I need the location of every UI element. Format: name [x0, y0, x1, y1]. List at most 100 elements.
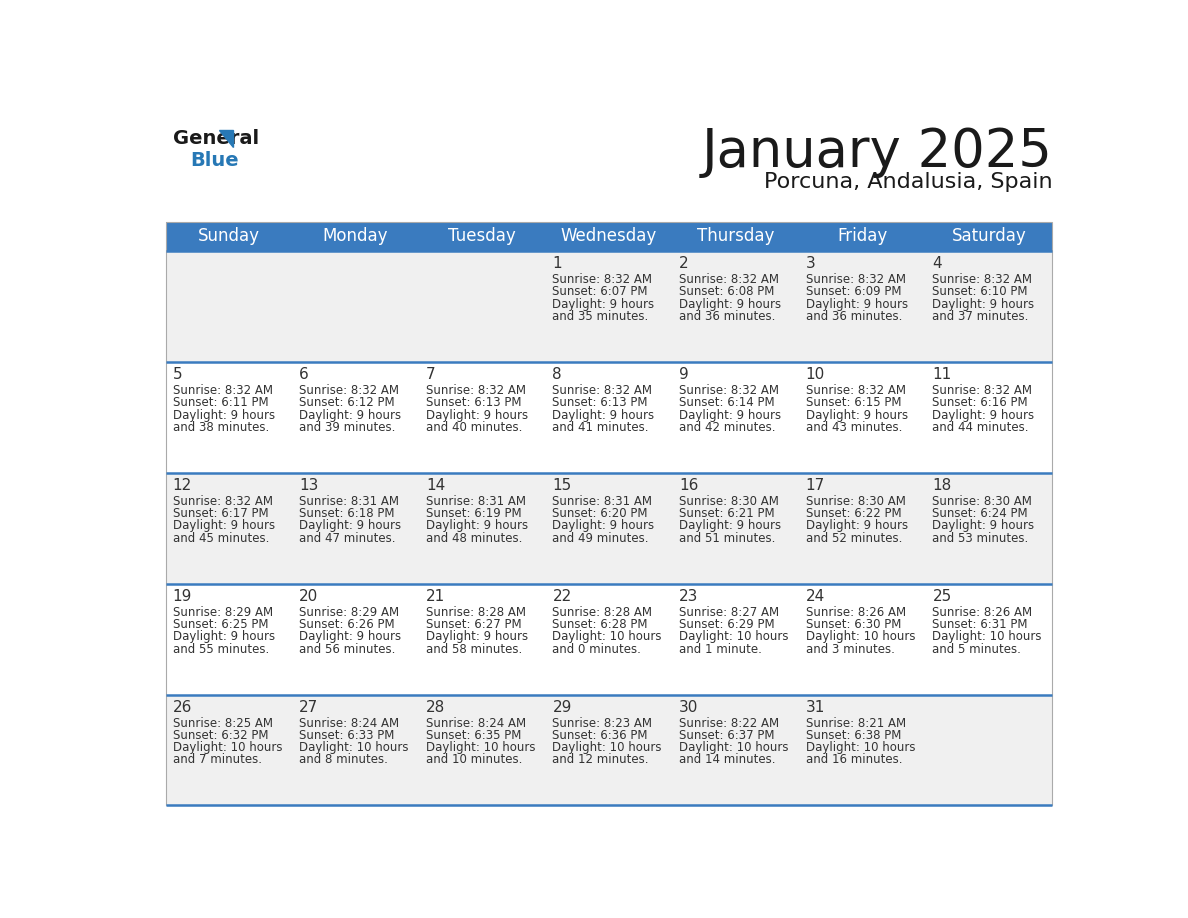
Text: and 36 minutes.: and 36 minutes. [680, 310, 776, 323]
Text: Daylight: 9 hours: Daylight: 9 hours [425, 631, 527, 644]
Text: Daylight: 9 hours: Daylight: 9 hours [552, 520, 655, 532]
Text: 10: 10 [805, 367, 824, 382]
Text: 6: 6 [299, 367, 309, 382]
Text: 28: 28 [425, 700, 446, 715]
Text: and 51 minutes.: and 51 minutes. [680, 532, 776, 544]
Text: Sunrise: 8:32 AM: Sunrise: 8:32 AM [299, 384, 399, 397]
Text: and 3 minutes.: and 3 minutes. [805, 643, 895, 655]
Text: 5: 5 [172, 367, 182, 382]
Text: and 7 minutes.: and 7 minutes. [172, 754, 261, 767]
Text: Daylight: 10 hours: Daylight: 10 hours [425, 741, 536, 755]
Text: Sunrise: 8:32 AM: Sunrise: 8:32 AM [680, 384, 779, 397]
Text: Sunrise: 8:30 AM: Sunrise: 8:30 AM [933, 495, 1032, 508]
Text: Sunset: 6:16 PM: Sunset: 6:16 PM [933, 397, 1028, 409]
Text: Daylight: 9 hours: Daylight: 9 hours [299, 631, 402, 644]
Text: Daylight: 10 hours: Daylight: 10 hours [552, 741, 662, 755]
Bar [165, 695, 1053, 805]
Text: Sunrise: 8:32 AM: Sunrise: 8:32 AM [552, 384, 652, 397]
Text: 22: 22 [552, 589, 571, 604]
Text: 7: 7 [425, 367, 436, 382]
Text: Sunrise: 8:27 AM: Sunrise: 8:27 AM [680, 606, 779, 619]
Text: Sunset: 6:17 PM: Sunset: 6:17 PM [172, 507, 268, 521]
Text: 30: 30 [680, 700, 699, 715]
Bar [165, 584, 1053, 695]
Text: 27: 27 [299, 700, 318, 715]
Text: Daylight: 10 hours: Daylight: 10 hours [172, 741, 282, 755]
Text: Sunset: 6:26 PM: Sunset: 6:26 PM [299, 618, 394, 631]
Text: 24: 24 [805, 589, 824, 604]
Text: and 0 minutes.: and 0 minutes. [552, 643, 642, 655]
Text: Sunset: 6:21 PM: Sunset: 6:21 PM [680, 507, 775, 521]
Text: Sunrise: 8:24 AM: Sunrise: 8:24 AM [299, 717, 399, 730]
Text: and 16 minutes.: and 16 minutes. [805, 754, 903, 767]
Text: Daylight: 10 hours: Daylight: 10 hours [299, 741, 409, 755]
Text: Sunrise: 8:30 AM: Sunrise: 8:30 AM [680, 495, 779, 508]
Text: and 44 minutes.: and 44 minutes. [933, 420, 1029, 434]
Text: Sunset: 6:13 PM: Sunset: 6:13 PM [425, 397, 522, 409]
Text: Daylight: 9 hours: Daylight: 9 hours [805, 409, 908, 421]
Text: and 41 minutes.: and 41 minutes. [552, 420, 649, 434]
Text: Sunset: 6:24 PM: Sunset: 6:24 PM [933, 507, 1028, 521]
Text: and 45 minutes.: and 45 minutes. [172, 532, 268, 544]
Text: Wednesday: Wednesday [561, 228, 657, 245]
Text: Daylight: 9 hours: Daylight: 9 hours [805, 297, 908, 310]
Text: and 56 minutes.: and 56 minutes. [299, 643, 396, 655]
Text: 25: 25 [933, 589, 952, 604]
Text: Sunrise: 8:28 AM: Sunrise: 8:28 AM [425, 606, 526, 619]
Text: Porcuna, Andalusia, Spain: Porcuna, Andalusia, Spain [764, 172, 1053, 192]
Text: Daylight: 9 hours: Daylight: 9 hours [552, 409, 655, 421]
Text: Daylight: 9 hours: Daylight: 9 hours [680, 409, 782, 421]
Text: Sunset: 6:14 PM: Sunset: 6:14 PM [680, 397, 775, 409]
Text: and 58 minutes.: and 58 minutes. [425, 643, 522, 655]
Text: Sunset: 6:30 PM: Sunset: 6:30 PM [805, 618, 902, 631]
Text: Sunset: 6:08 PM: Sunset: 6:08 PM [680, 285, 775, 298]
Text: Sunrise: 8:32 AM: Sunrise: 8:32 AM [552, 274, 652, 286]
Text: Sunset: 6:13 PM: Sunset: 6:13 PM [552, 397, 647, 409]
Text: Monday: Monday [323, 228, 388, 245]
Text: Sunset: 6:09 PM: Sunset: 6:09 PM [805, 285, 902, 298]
Text: and 42 minutes.: and 42 minutes. [680, 420, 776, 434]
Text: Saturday: Saturday [952, 228, 1026, 245]
Text: and 48 minutes.: and 48 minutes. [425, 532, 523, 544]
Text: Daylight: 9 hours: Daylight: 9 hours [299, 409, 402, 421]
Text: Sunrise: 8:21 AM: Sunrise: 8:21 AM [805, 717, 906, 730]
Text: Daylight: 9 hours: Daylight: 9 hours [933, 297, 1035, 310]
Text: Daylight: 10 hours: Daylight: 10 hours [805, 741, 915, 755]
Text: Sunset: 6:29 PM: Sunset: 6:29 PM [680, 618, 775, 631]
Text: Sunrise: 8:32 AM: Sunrise: 8:32 AM [933, 384, 1032, 397]
Text: Sunset: 6:18 PM: Sunset: 6:18 PM [299, 507, 394, 521]
Text: and 5 minutes.: and 5 minutes. [933, 643, 1022, 655]
Text: Sunrise: 8:30 AM: Sunrise: 8:30 AM [805, 495, 905, 508]
Text: Daylight: 9 hours: Daylight: 9 hours [552, 297, 655, 310]
Text: Sunrise: 8:28 AM: Sunrise: 8:28 AM [552, 606, 652, 619]
Text: Sunset: 6:27 PM: Sunset: 6:27 PM [425, 618, 522, 631]
Text: 23: 23 [680, 589, 699, 604]
Text: 18: 18 [933, 478, 952, 493]
Text: 3: 3 [805, 256, 815, 272]
Text: and 43 minutes.: and 43 minutes. [805, 420, 902, 434]
Text: Sunrise: 8:24 AM: Sunrise: 8:24 AM [425, 717, 526, 730]
Text: 14: 14 [425, 478, 446, 493]
Text: 4: 4 [933, 256, 942, 272]
Text: Sunset: 6:38 PM: Sunset: 6:38 PM [805, 729, 902, 742]
Text: 26: 26 [172, 700, 192, 715]
Text: and 8 minutes.: and 8 minutes. [299, 754, 388, 767]
Text: and 47 minutes.: and 47 minutes. [299, 532, 396, 544]
Text: Daylight: 9 hours: Daylight: 9 hours [425, 520, 527, 532]
Text: Sunrise: 8:26 AM: Sunrise: 8:26 AM [933, 606, 1032, 619]
Text: 12: 12 [172, 478, 191, 493]
Text: Sunset: 6:22 PM: Sunset: 6:22 PM [805, 507, 902, 521]
Text: Sunset: 6:12 PM: Sunset: 6:12 PM [299, 397, 394, 409]
Text: 20: 20 [299, 589, 318, 604]
Text: Sunset: 6:28 PM: Sunset: 6:28 PM [552, 618, 647, 631]
Text: Sunrise: 8:31 AM: Sunrise: 8:31 AM [552, 495, 652, 508]
Bar [165, 362, 1053, 473]
Text: and 55 minutes.: and 55 minutes. [172, 643, 268, 655]
Text: 13: 13 [299, 478, 318, 493]
Text: Daylight: 10 hours: Daylight: 10 hours [552, 631, 662, 644]
Text: 21: 21 [425, 589, 446, 604]
Text: Sunrise: 8:23 AM: Sunrise: 8:23 AM [552, 717, 652, 730]
Text: Sunrise: 8:32 AM: Sunrise: 8:32 AM [933, 274, 1032, 286]
Text: Daylight: 9 hours: Daylight: 9 hours [425, 409, 527, 421]
Text: Sunrise: 8:31 AM: Sunrise: 8:31 AM [299, 495, 399, 508]
